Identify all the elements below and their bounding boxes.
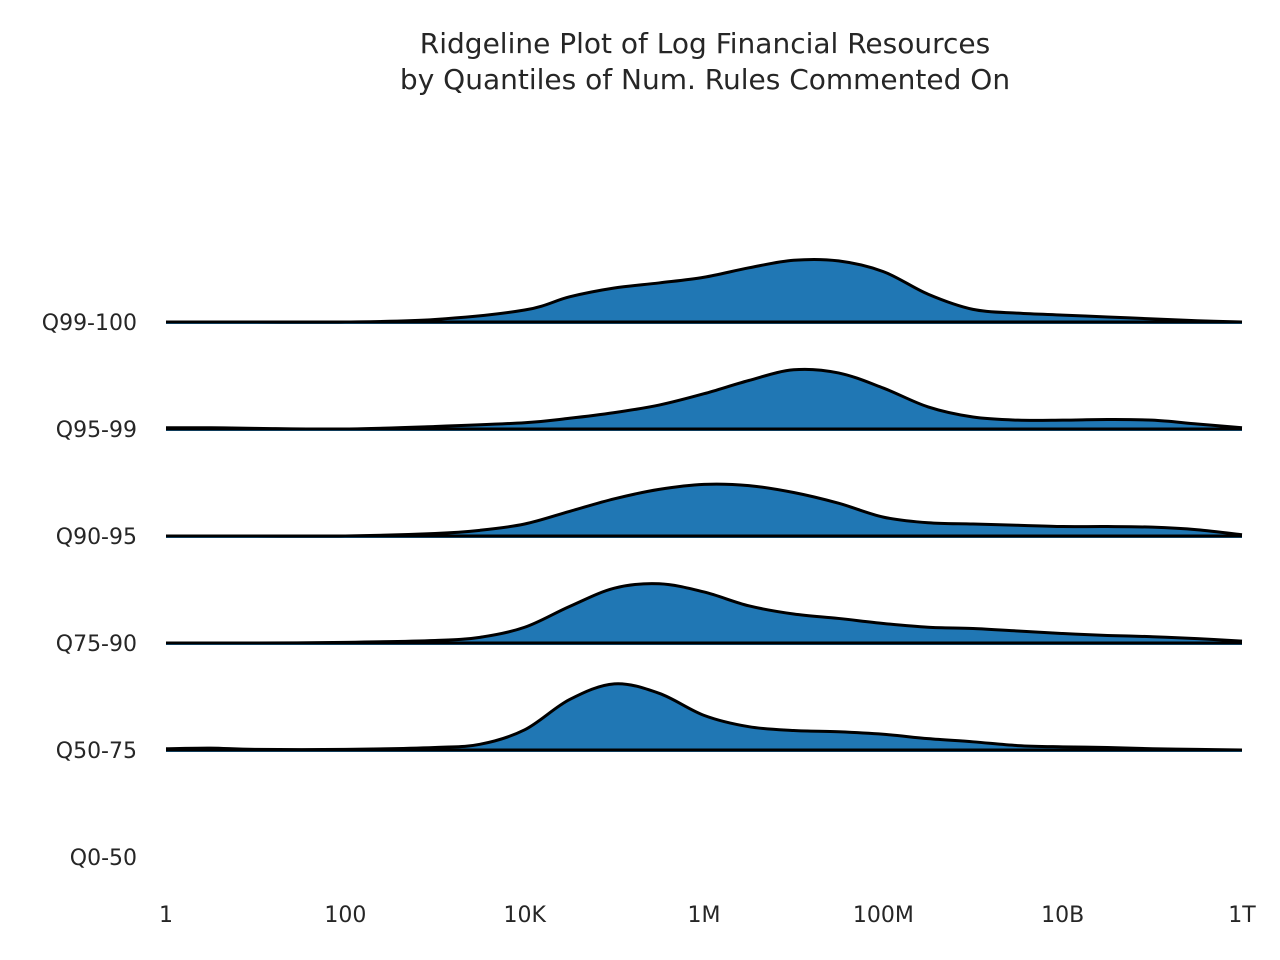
ridges-group (165, 257, 1243, 752)
y-tick-label-q75-90: Q75-90 (56, 632, 137, 657)
x-tick-labels: 1 100 10K 1M 100M 10B 1T (159, 903, 1256, 928)
x-tick-label: 10B (1041, 903, 1084, 928)
ridge-q90-95 (166, 482, 1243, 538)
y-tick-label-q50-75: Q50-75 (56, 739, 137, 764)
ridge-fill-q90-95 (166, 484, 1242, 538)
chart-subtitle: by Quantiles of Num. Rules Commented On (399, 63, 1011, 96)
ridge-q50-75 (165, 682, 1243, 752)
x-tick-label: 1T (1228, 903, 1256, 928)
ridge-fill-q50-75 (166, 683, 1242, 752)
ridge-fill-q95-99 (166, 369, 1242, 431)
ridge-outline-q90-95 (166, 482, 1243, 538)
x-tick-label: 1 (159, 903, 173, 928)
y-tick-label-q90-95: Q90-95 (56, 525, 137, 550)
x-tick-label: 10K (503, 903, 546, 928)
x-tick-label: 1M (688, 903, 721, 928)
y-tick-label-q0-50: Q0-50 (70, 846, 137, 871)
ridge-q75-90 (165, 582, 1243, 645)
ridge-outline-q95-99 (165, 367, 1243, 431)
ridge-outline-q75-90 (165, 582, 1243, 645)
x-tick-label: 100 (324, 903, 366, 928)
y-tick-label-q95-99: Q95-99 (56, 418, 137, 443)
ridge-q99-100 (166, 257, 1243, 324)
y-tick-labels: Q99-100 Q95-99 Q90-95 Q75-90 Q50-75 Q0-50 (42, 311, 137, 871)
chart-title-block: Ridgeline Plot of Log Financial Resource… (305, 26, 1105, 98)
ridge-q95-99 (165, 367, 1243, 431)
ridge-outline-q50-75 (165, 682, 1243, 752)
ridge-fill-q99-100 (166, 259, 1242, 324)
chart-title: Ridgeline Plot of Log Financial Resource… (419, 27, 991, 60)
x-tick-label: 100M (853, 903, 914, 928)
y-tick-label-q99-100: Q99-100 (42, 311, 137, 336)
ridge-outline-q99-100 (166, 257, 1243, 324)
